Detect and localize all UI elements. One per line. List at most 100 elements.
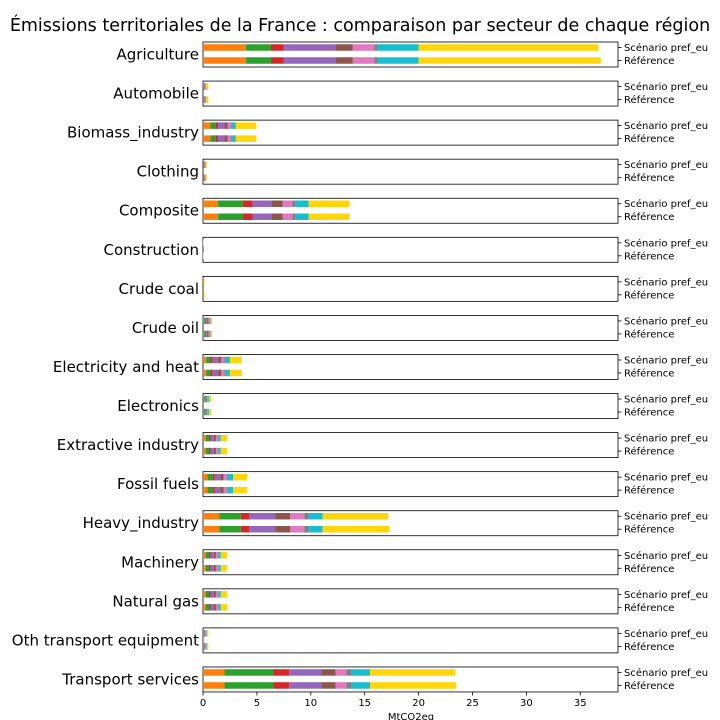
- bar-segment-electricity-and-heat-1-3: [212, 369, 219, 377]
- bar-segment-extractive-industry-0-1: [205, 434, 209, 442]
- bar-segment-crude-oil-0-0: [203, 317, 205, 325]
- bar-segment-heavy-industry-0-3: [249, 512, 276, 520]
- bar-segment-composite-0-8: [308, 200, 350, 207]
- bar-segment-transport-services-0-1: [224, 669, 274, 676]
- scenario-label: Scénario pref_eu: [624, 550, 708, 562]
- bar-segment-automobile-0-3: [204, 83, 205, 90]
- bar-segment-machinery-0-3: [210, 552, 214, 559]
- sector-label: Oth transport equipment: [12, 631, 199, 649]
- sector-label: Electricity and heat: [53, 358, 199, 376]
- bar-segment-extractive-industry-0-6: [218, 434, 219, 442]
- bar-segment-electronics-0-0: [203, 395, 205, 403]
- scenario-label: Référence: [624, 563, 674, 575]
- bar-segment-electronics-0-7: [208, 395, 209, 403]
- bar-segment-extractive-industry-1-8: [220, 447, 228, 455]
- sector-label: Fossil fuels: [117, 475, 199, 493]
- bar-segment-machinery-1-1: [205, 565, 209, 572]
- sector-label: Natural gas: [112, 592, 199, 610]
- bar-segment-machinery-0-0: [203, 552, 206, 559]
- bar-segment-automobile-1-3: [204, 96, 205, 103]
- bar-segment-transport-services-0-4: [321, 669, 336, 676]
- bar-segment-fossil-fuels-1-0: [203, 486, 208, 494]
- bar-segment-composite-1-6: [292, 213, 296, 220]
- scenario-label: Scénario pref_eu: [624, 198, 708, 210]
- bar-segment-electronics-1-3: [205, 408, 207, 416]
- scenario-label: Référence: [624, 367, 674, 379]
- bar-segment-fossil-fuels-1-4: [220, 486, 224, 494]
- bar-segment-crude-oil-0-2: [205, 317, 207, 325]
- bar-segment-natural-gas-1-3: [210, 604, 214, 611]
- bar-segment-agriculture-1-4: [335, 57, 353, 64]
- bar-segment-oth-transport-equipment-1-0: [203, 643, 204, 650]
- bar-segment-transport-services-0-2: [273, 669, 290, 676]
- bar-segment-machinery-0-2: [208, 552, 211, 559]
- bar-segment-biomass-industry-1-8: [235, 135, 257, 142]
- sector-label: Electronics: [117, 397, 199, 415]
- bar-segment-electronics-0-1: [204, 395, 206, 403]
- panel-frame: [202, 666, 619, 693]
- bar-segment-biomass-industry-0-2: [215, 122, 219, 129]
- bar-segment-natural-gas-0-7: [218, 591, 221, 598]
- bar-segment-transport-services-1-1: [224, 682, 274, 689]
- bar-segment-electronics-1-5: [207, 408, 208, 416]
- bar-segment-natural-gas-0-3: [210, 591, 214, 598]
- bar-segment-fossil-fuels-1-1: [207, 486, 213, 494]
- bar-segment-heavy-industry-0-4: [275, 512, 291, 520]
- scenario-label: Référence: [624, 602, 674, 614]
- bar-segment-composite-0-7: [295, 200, 309, 207]
- bar-segment-composite-0-4: [271, 200, 283, 207]
- scenario-label: Référence: [624, 94, 674, 106]
- bar-segment-biomass-industry-1-6: [231, 135, 232, 142]
- bar-segment-heavy-industry-0-7: [308, 512, 323, 520]
- bar-segment-clothing-1-3: [203, 174, 205, 181]
- scenario-label: Référence: [624, 211, 674, 223]
- bar-segment-composite-1-0: [203, 213, 219, 220]
- scenario-label: Référence: [624, 250, 674, 262]
- bar-segment-electricity-and-heat-0-5: [221, 356, 225, 364]
- bar-segment-oth-transport-equipment-0-0: [203, 630, 204, 637]
- bar-segment-biomass-industry-0-7: [231, 122, 236, 129]
- bar-segment-crude-oil-1-1: [204, 330, 206, 338]
- bar-segment-machinery-1-3: [210, 565, 214, 572]
- bar-segment-fossil-fuels-1-3: [214, 486, 221, 494]
- scenario-label: Référence: [624, 328, 674, 340]
- bar-segment-heavy-industry-1-5: [290, 525, 305, 533]
- bar-segment-crude-oil-1-5: [208, 330, 210, 338]
- bar-segment-oth-transport-equipment-1-7: [206, 643, 207, 650]
- scenario-label: Scénario pref_eu: [624, 433, 708, 445]
- bar-segment-transport-services-0-8: [370, 669, 456, 676]
- bar-segment-agriculture-1-8: [418, 57, 601, 64]
- bar-segment-biomass-industry-1-3: [218, 135, 225, 142]
- panel-frame: [202, 236, 619, 263]
- bar-segment-crude-oil-1-3: [206, 330, 208, 338]
- bar-segment-biomass-industry-0-3: [218, 122, 225, 129]
- bar-segment-heavy-industry-1-8: [322, 525, 390, 533]
- scenario-label: Scénario pref_eu: [624, 667, 708, 679]
- bar-segment-crude-coal-1-8: [203, 291, 205, 299]
- bar-segment-electricity-and-heat-1-6: [224, 369, 226, 377]
- bar-segment-biomass-industry-1-5: [227, 135, 232, 142]
- bar-segment-fossil-fuels-0-5: [223, 473, 227, 481]
- bar-segment-fossil-fuels-0-6: [226, 473, 228, 481]
- bar-segment-agriculture-0-6: [374, 44, 378, 51]
- bar-segment-electricity-and-heat-0-1: [206, 356, 211, 364]
- bar-segment-natural-gas-0-6: [218, 591, 219, 598]
- scenario-label: Référence: [624, 407, 674, 419]
- bar-segment-extractive-industry-0-2: [208, 434, 211, 442]
- bar-segment-heavy-industry-0-6: [304, 512, 309, 520]
- sector-label: Construction: [103, 241, 199, 259]
- scenario-label: Scénario pref_eu: [624, 354, 708, 366]
- scenario-label: Scénario pref_eu: [624, 237, 708, 249]
- bar-segment-transport-services-1-5: [335, 682, 347, 689]
- bar-segment-natural-gas-1-2: [208, 604, 211, 611]
- bar-segment-electricity-and-heat-0-7: [225, 356, 230, 364]
- scenario-label: Scénario pref_eu: [624, 628, 708, 640]
- bar-segment-fossil-fuels-1-8: [233, 486, 248, 494]
- scenario-label: Référence: [624, 485, 674, 497]
- x-tick-label: 5: [254, 698, 260, 709]
- bar-segment-extractive-industry-0-0: [203, 434, 206, 442]
